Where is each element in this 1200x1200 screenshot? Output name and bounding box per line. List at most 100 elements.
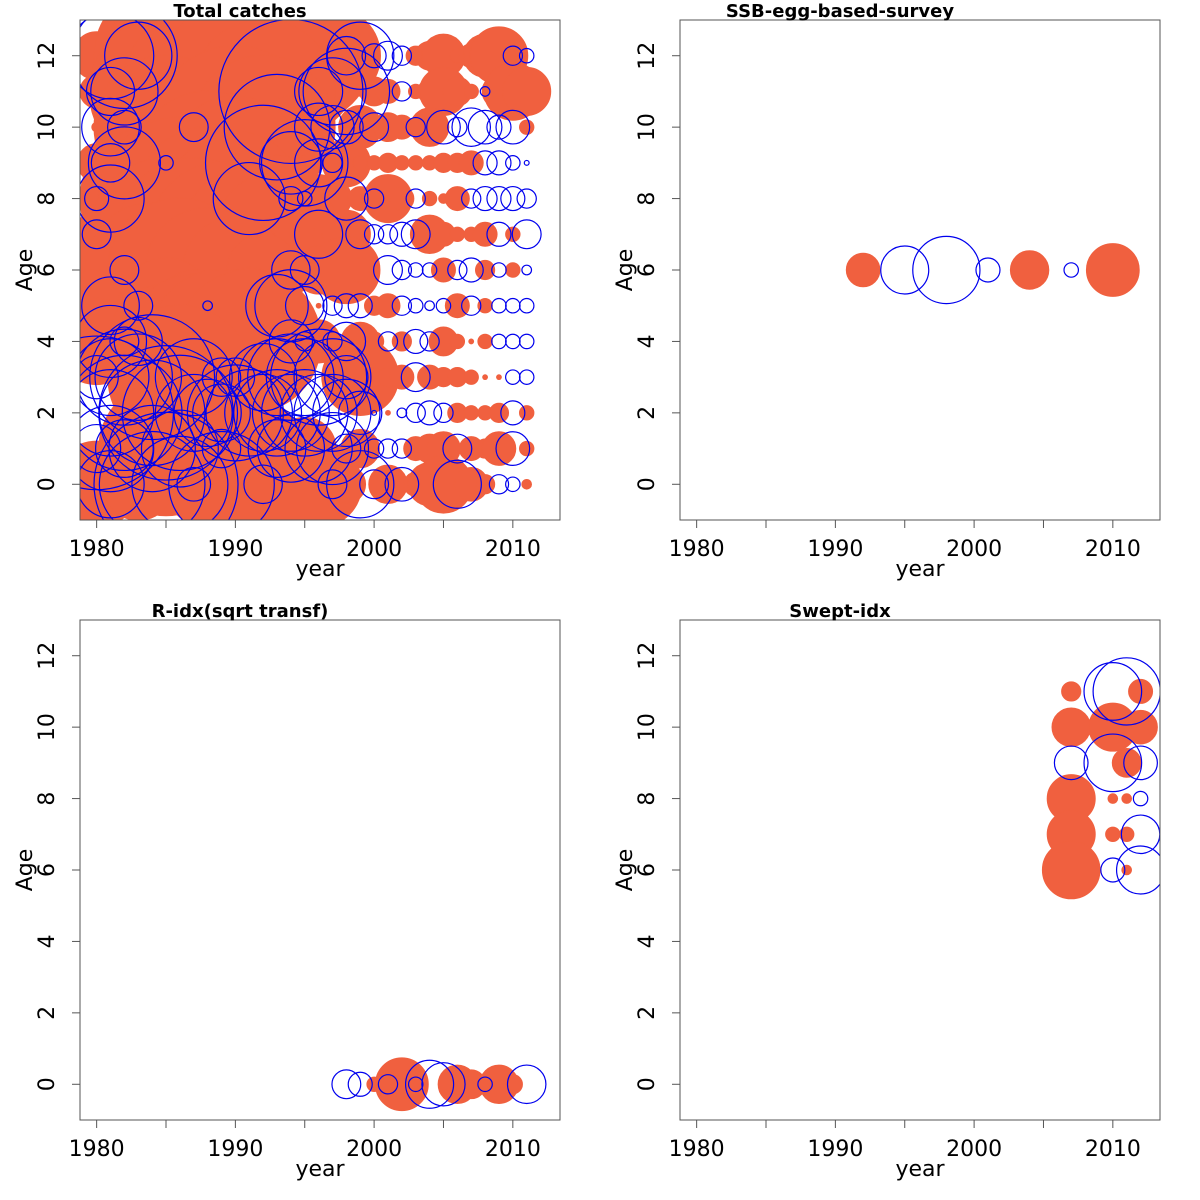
negative-residual-bubble bbox=[168, 430, 275, 520]
y-tick-label: 0 bbox=[35, 1077, 60, 1091]
panel-4: 1980 1990 2000 2010 0 2 4 6 8 10 12 year Age Swept-id… bbox=[613, 601, 1161, 1182]
positive-residual-bubble bbox=[315, 302, 322, 309]
y-axis-title: Age bbox=[13, 849, 38, 892]
y-tick-label: 2 bbox=[35, 406, 60, 420]
negative-residual-bubble bbox=[486, 150, 512, 176]
y-tick-label: 4 bbox=[635, 334, 660, 348]
positive-residual-bubble bbox=[468, 338, 475, 345]
negative-residual-bubble bbox=[407, 1076, 424, 1093]
positive-residual-bubble bbox=[481, 431, 517, 466]
negative-residual-bubble bbox=[333, 293, 359, 319]
negative-residual-bubble bbox=[158, 155, 174, 171]
negative-residual-bubble bbox=[324, 176, 369, 221]
positive-residual-bubble bbox=[1119, 826, 1135, 842]
negative-residual-bubble bbox=[405, 116, 426, 138]
negative-residual-bubble bbox=[202, 300, 214, 312]
y-tick-label: 8 bbox=[35, 792, 60, 806]
panel-3: 1980 1990 2000 2010 0 2 4 6 8 10 12 year Age R-idx(sq… bbox=[13, 601, 561, 1182]
negative-residual-bubble bbox=[345, 219, 376, 250]
negative-residual-bubble bbox=[256, 414, 326, 483]
positive-residual-bubble bbox=[1041, 840, 1101, 900]
negative-residual-bubble bbox=[347, 293, 373, 319]
negative-residual-bubble bbox=[80, 338, 150, 417]
positive-residual-bubble bbox=[488, 402, 510, 423]
y-tick-label: 0 bbox=[635, 477, 660, 491]
positive-residual-bubble bbox=[449, 333, 466, 350]
negative-residual-bubble bbox=[458, 257, 484, 283]
negative-residual-bubble bbox=[80, 423, 122, 474]
positive-residual-bubble bbox=[1051, 707, 1091, 747]
negative-residual-bubble bbox=[975, 257, 1001, 283]
x-axis-title: year bbox=[295, 1157, 345, 1182]
positive-residual-bubble bbox=[1128, 678, 1154, 704]
negative-residual-bubble bbox=[518, 369, 535, 385]
negative-residual-bubble bbox=[201, 357, 242, 397]
negative-residual-bubble bbox=[245, 273, 309, 338]
x-tick-label: 1980 bbox=[69, 1137, 125, 1162]
positive-residual-bubble bbox=[352, 155, 368, 171]
negative-residual-bubble bbox=[279, 373, 358, 452]
negative-residual-bubble bbox=[326, 21, 395, 90]
negative-residual-bubble bbox=[212, 161, 286, 236]
negative-residual-bubble bbox=[421, 1062, 466, 1107]
negative-residual-bubble bbox=[218, 20, 364, 165]
negative-residual-bubble bbox=[247, 419, 307, 478]
negative-residual-bubble bbox=[505, 297, 521, 314]
y-tick-label: 6 bbox=[635, 863, 660, 877]
negative-residual-bubble bbox=[178, 112, 209, 143]
y-tick-label: 12 bbox=[35, 642, 60, 670]
negative-residual-bubble bbox=[84, 185, 110, 212]
negative-residual-bubble bbox=[461, 188, 482, 209]
negative-residual-bubble bbox=[461, 295, 482, 316]
positive-residual-bubble bbox=[1121, 864, 1133, 876]
negative-residual-bubble bbox=[131, 435, 229, 520]
negative-residual-bubble bbox=[467, 109, 503, 145]
y-tick-label: 10 bbox=[35, 113, 60, 141]
negative-residual-bubble bbox=[405, 188, 426, 209]
negative-residual-bubble bbox=[477, 1076, 493, 1093]
negative-residual-bubble bbox=[396, 407, 408, 419]
negative-residual-bubble bbox=[80, 20, 178, 110]
negative-residual-bubble bbox=[87, 126, 161, 200]
y-tick-label: 10 bbox=[635, 713, 660, 741]
y-tick-label: 0 bbox=[35, 477, 60, 491]
negative-residual-bubble bbox=[391, 259, 413, 281]
negative-residual-bubble bbox=[391, 45, 413, 66]
negative-residual-bubble bbox=[518, 47, 535, 64]
negative-residual-bubble bbox=[505, 155, 521, 171]
plot-frame bbox=[79, 619, 561, 1121]
positive-residual-bubble bbox=[519, 119, 535, 135]
negative-residual-bubble bbox=[322, 295, 343, 316]
negative-residual-bubble bbox=[451, 107, 492, 147]
positive-residual-bubble bbox=[477, 333, 493, 350]
negative-residual-bubble bbox=[521, 264, 533, 276]
x-axis-title: year bbox=[895, 557, 945, 582]
positive-residual-bubble bbox=[496, 374, 502, 381]
positive-residual-bubble bbox=[408, 155, 424, 171]
negative-residual-bubble bbox=[433, 402, 454, 424]
negative-residual-bubble bbox=[361, 43, 387, 69]
y-tick-label: 8 bbox=[635, 192, 660, 206]
negative-residual-bubble bbox=[109, 255, 140, 286]
negative-residual-bubble bbox=[265, 338, 344, 417]
negative-residual-bubble bbox=[302, 47, 391, 136]
negative-residual-bubble bbox=[400, 219, 431, 250]
negative-residual-bubble bbox=[81, 97, 140, 157]
negative-residual-bubble bbox=[271, 250, 311, 290]
negative-residual-bubble bbox=[486, 221, 512, 247]
panel-2: 1980 1990 2000 2010 0 2 4 6 8 10 12 year Age SSB-egg-… bbox=[613, 1, 1161, 582]
positive-residual-bubble bbox=[474, 259, 496, 281]
positive-residual-bubble bbox=[374, 1057, 429, 1112]
negative-residual-bubble bbox=[310, 104, 355, 150]
y-tick-label: 2 bbox=[35, 1006, 60, 1020]
negative-residual-bubble bbox=[419, 331, 440, 352]
y-tick-label: 6 bbox=[635, 263, 660, 277]
y-tick-label: 12 bbox=[635, 642, 660, 670]
negative-residual-bubble bbox=[154, 338, 233, 417]
positive-residual-bubble bbox=[1107, 793, 1119, 804]
negative-residual-bubble bbox=[486, 114, 512, 140]
bubble-layer bbox=[331, 1057, 547, 1112]
negative-residual-bubble bbox=[90, 57, 159, 126]
y-axis-title: Age bbox=[13, 249, 38, 292]
positive-residual-bubble bbox=[474, 474, 496, 495]
